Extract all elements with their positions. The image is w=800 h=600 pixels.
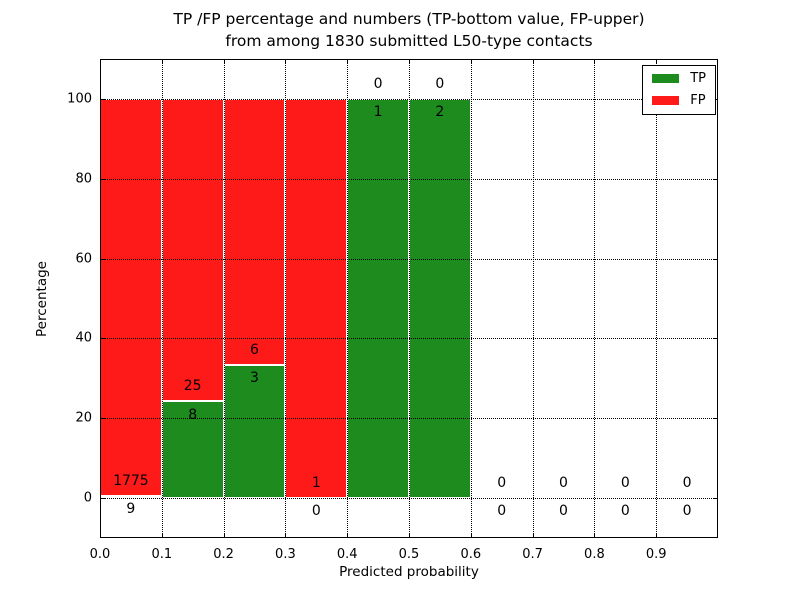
legend-label-fp: FP <box>690 93 706 108</box>
tp-count-label: 0 <box>311 503 321 520</box>
fp-count-label: 0 <box>373 75 383 92</box>
tp-color-swatch <box>652 74 680 83</box>
x-axis-label: Predicted probability <box>339 564 479 580</box>
x-tick-label: 0.8 <box>584 547 605 562</box>
tp-count-label: 8 <box>188 406 198 423</box>
x-tick-mark-top <box>347 59 349 64</box>
fp-count-label: 0 <box>497 474 507 491</box>
fp-count-label: 1 <box>311 474 321 491</box>
x-tick-mark-top <box>100 59 101 64</box>
bar-fp-segment <box>100 98 162 497</box>
x-tick-mark-top <box>161 59 163 64</box>
chart-title-line2: from among 1830 submitted L50-type conta… <box>225 32 593 50</box>
x-tick-mark-top <box>409 59 410 64</box>
x-tick-mark <box>347 533 349 538</box>
y-tick-mark-right <box>713 338 718 340</box>
y-tick-mark <box>100 418 105 420</box>
y-tick-mark-right <box>713 418 718 420</box>
gridline-vertical <box>532 59 534 538</box>
gridline-vertical <box>470 59 472 538</box>
x-tick-label: 0.4 <box>336 547 358 562</box>
legend-label-tp: TP <box>690 71 706 86</box>
x-tick-label: 0.5 <box>398 547 420 562</box>
y-tick-mark <box>100 498 105 500</box>
x-tick-label: 0.3 <box>275 547 296 562</box>
gridline-vertical <box>347 59 349 538</box>
x-tick-mark <box>223 533 225 538</box>
x-tick-mark <box>470 533 472 538</box>
x-tick-label: 0.1 <box>151 547 173 562</box>
y-tick-mark-right <box>713 258 718 260</box>
fp-count-label: 6 <box>250 341 259 358</box>
y-tick-label: 0 <box>83 490 92 506</box>
fp-count-label: 1775 <box>113 472 149 489</box>
gridline-vertical <box>223 59 225 538</box>
x-tick-mark-top <box>656 59 658 64</box>
y-tick-mark <box>100 98 105 100</box>
x-tick-mark-top <box>223 59 225 64</box>
fp-count-label: 25 <box>183 378 202 395</box>
plot-area: TP FP 1775 9 25 8 6 3 1 0 0 1 0 2 0 0 0 0 0 0 0 0 <box>100 59 718 538</box>
x-tick-mark-top <box>594 59 596 64</box>
chart-title-line1: TP /FP percentage and numbers (TP-bottom… <box>173 10 645 28</box>
y-tick-mark-right <box>713 178 718 180</box>
x-tick-label: 0.6 <box>460 547 482 562</box>
gridline-vertical <box>656 59 658 538</box>
x-tick-label: 0.0 <box>89 547 111 562</box>
fp-count-label: 0 <box>435 75 445 92</box>
y-tick-mark <box>100 178 105 180</box>
y-tick-label: 20 <box>75 410 92 426</box>
tp-count-label: 0 <box>682 503 692 520</box>
bar-tp-segment <box>409 98 471 499</box>
y-tick-label: 80 <box>75 171 92 187</box>
legend-item-tp: TP <box>652 72 706 85</box>
gridline-vertical <box>409 59 410 538</box>
tp-count-label: 2 <box>435 104 445 121</box>
tp-count-label: 0 <box>620 503 630 520</box>
chart-title: TP /FP percentage and numbers (TP-bottom… <box>91 8 727 52</box>
legend: TP FP <box>642 65 716 115</box>
bar-fp-segment <box>161 98 224 402</box>
y-tick-mark <box>100 338 105 340</box>
x-tick-mark-top <box>285 59 287 64</box>
x-tick-mark-top <box>470 59 472 64</box>
gridline-vertical <box>594 59 596 538</box>
y-tick-label: 100 <box>67 91 92 107</box>
y-axis-label: Percentage <box>34 261 50 337</box>
bar-tp-segment <box>161 401 224 499</box>
fp-count-label: 0 <box>620 474 630 491</box>
bar-tp-segment <box>347 98 409 499</box>
x-tick-mark <box>656 533 658 538</box>
tp-count-label: 0 <box>497 503 507 520</box>
fp-color-swatch <box>652 96 680 105</box>
tp-count-label: 9 <box>126 501 136 518</box>
y-tick-mark <box>100 258 105 260</box>
x-tick-mark <box>161 533 163 538</box>
tp-count-label: 0 <box>559 503 568 520</box>
y-tick-label: 60 <box>75 251 92 267</box>
legend-item-fp: FP <box>652 94 706 107</box>
fp-count-label: 0 <box>559 474 568 491</box>
fp-count-label: 0 <box>682 474 692 491</box>
gridline-vertical <box>285 59 287 538</box>
x-tick-mark <box>532 533 534 538</box>
x-tick-label: 0.2 <box>213 547 234 562</box>
x-tick-mark-top <box>532 59 534 64</box>
x-tick-label: 0.7 <box>522 547 543 562</box>
x-tick-mark <box>409 533 410 538</box>
x-tick-mark <box>100 533 101 538</box>
bar-tp-segment <box>223 365 286 499</box>
bar-fp-segment <box>285 98 348 499</box>
x-tick-mark <box>285 533 287 538</box>
tp-count-label: 1 <box>373 104 383 121</box>
y-tick-mark-right <box>713 498 718 500</box>
x-tick-label: 0.9 <box>645 547 667 562</box>
x-tick-mark <box>594 533 596 538</box>
bar-fp-segment <box>223 98 286 366</box>
tp-count-label: 3 <box>250 370 259 387</box>
gridline-vertical <box>161 59 163 538</box>
y-tick-label: 40 <box>75 330 92 346</box>
